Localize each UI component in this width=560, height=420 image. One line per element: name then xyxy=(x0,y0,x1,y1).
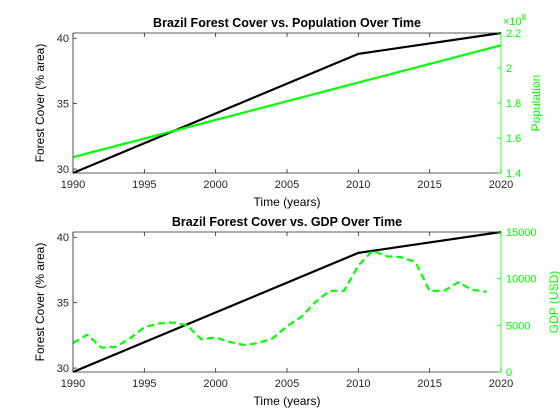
left-y-tick-label: 30 xyxy=(57,164,69,176)
x-tick-label: 2010 xyxy=(346,378,370,390)
right-y-tick-label: 15000 xyxy=(506,227,537,239)
right-y-tick-label: 2 xyxy=(506,63,512,75)
chart-title-population: Brazil Forest Cover vs. Population Over … xyxy=(153,16,421,30)
x-axis-label-population: Time (years) xyxy=(254,195,321,209)
x-tick-label: 2010 xyxy=(346,179,370,191)
x-tick-label: 1990 xyxy=(61,378,85,390)
x-ticks-gdp: 1990 1995 2000 2005 2010 2015 2020 xyxy=(61,232,513,390)
left-y-tick-label: 40 xyxy=(57,232,69,244)
left-y-ticks-population: 30 35 40 xyxy=(57,33,77,176)
x-tick-label: 2020 xyxy=(489,378,513,390)
x-tick-label: 1995 xyxy=(132,378,156,390)
population-line xyxy=(72,44,502,159)
right-y-ticks-population: 1.4 1.6 1.8 2 2.2 xyxy=(497,28,521,180)
left-y-ticks-gdp: 30 35 40 xyxy=(57,232,77,375)
right-y-axis-label-population: Population xyxy=(529,75,543,132)
left-y-tick-label: 40 xyxy=(57,33,69,45)
x-tick-label: 2015 xyxy=(417,378,441,390)
left-y-tick-label: 35 xyxy=(57,298,69,310)
right-y-tick-label: 2.2 xyxy=(506,28,521,40)
right-y-tick-label: 10000 xyxy=(506,274,537,286)
chart-panel-gdp: 1990 1995 2000 2005 2010 2015 2020 30 35 40 0 500… xyxy=(33,215,560,408)
left-y-tick-label: 30 xyxy=(57,363,69,375)
right-y-tick-label: 0 xyxy=(506,367,512,379)
series-layer-gdp xyxy=(72,230,502,374)
x-tick-label: 2000 xyxy=(203,378,227,390)
x-tick-label: 1990 xyxy=(61,179,85,191)
gdp-line xyxy=(72,249,487,349)
right-y-tick-label: 1.8 xyxy=(506,98,521,110)
left-y-axis-label-gdp: Forest Cover (% area) xyxy=(33,243,47,362)
right-y-ticks-gdp: 0 5000 10000 15000 xyxy=(497,227,537,379)
right-y-tick-label: 1.6 xyxy=(506,133,521,145)
x-tick-label: 2005 xyxy=(275,378,299,390)
x-tick-label: 2000 xyxy=(203,179,227,191)
x-tick-label: 1995 xyxy=(132,179,156,191)
x-ticks-population: 1990 1995 2000 2005 2010 2015 2020 xyxy=(61,33,513,191)
right-y-tick-label: 5000 xyxy=(506,320,530,332)
chart-title-gdp: Brazil Forest Cover vs. GDP Over Time xyxy=(172,215,402,229)
series-layer-population xyxy=(72,31,502,175)
right-y-axis-label-gdp: GDP (USD) xyxy=(547,271,560,333)
forest-cover-line-gdp xyxy=(72,230,502,374)
right-axis-exponent-population: ×108 xyxy=(503,13,527,28)
right-y-tick-label: 1.4 xyxy=(506,168,521,180)
x-tick-label: 2020 xyxy=(489,179,513,191)
x-tick-label: 2005 xyxy=(275,179,299,191)
x-axis-label-gdp: Time (years) xyxy=(254,394,321,408)
left-y-axis-label-population: Forest Cover (% area) xyxy=(33,44,47,163)
x-tick-label: 2015 xyxy=(417,179,441,191)
left-y-tick-label: 35 xyxy=(57,99,69,111)
